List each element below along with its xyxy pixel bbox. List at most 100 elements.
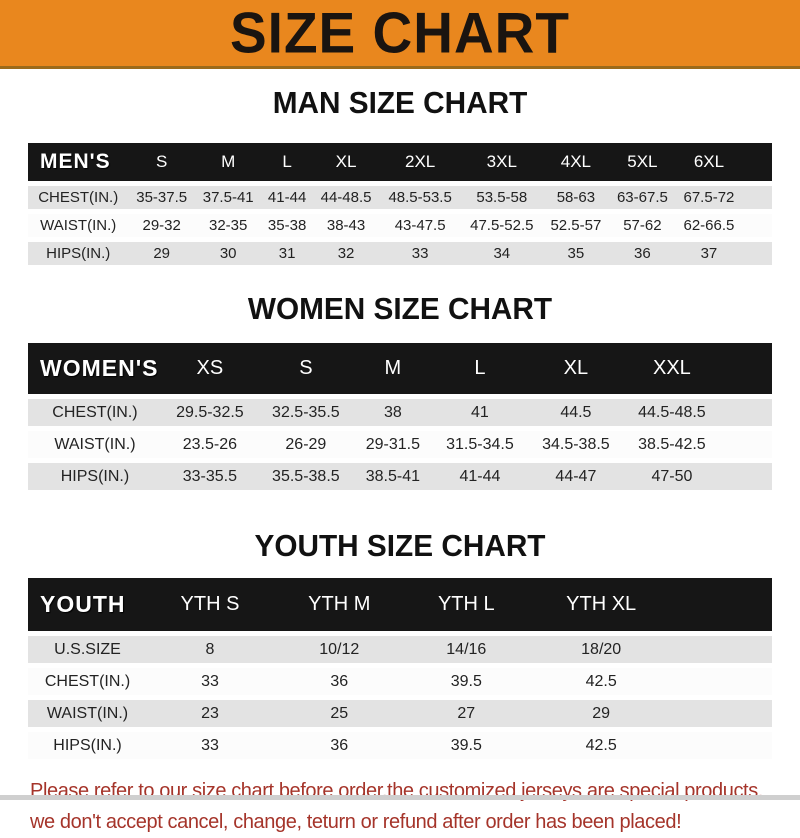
size-column-header: YTH S bbox=[147, 578, 273, 631]
size-value-cell: 42.5 bbox=[527, 663, 676, 695]
size-column-header: 5XL bbox=[609, 143, 676, 181]
table-row: WAIST(IN.) 23.5-26 26-29 29-31.5 31.5-34.5 34… bbox=[28, 426, 772, 458]
row-label: WAIST(IN.) bbox=[28, 695, 148, 727]
row-label: CHEST(IN.) bbox=[28, 663, 148, 695]
size-value-cell: 44.5 bbox=[527, 394, 624, 426]
size-value-cell: 35-37.5 bbox=[128, 181, 195, 209]
size-value-cell: 14/16 bbox=[405, 631, 528, 663]
size-value-cell: 35-38 bbox=[261, 209, 313, 237]
size-value-cell: 38.5-41 bbox=[353, 458, 432, 490]
size-value-cell: 41 bbox=[431, 394, 528, 426]
table-row: CHEST(IN.) 35-37.5 37.5-41 41-44 44-48.5 48.5… bbox=[28, 181, 772, 209]
size-value-cell: 37 bbox=[675, 237, 743, 265]
size-column-header: M bbox=[353, 343, 432, 394]
size-value-cell: 26-29 bbox=[257, 426, 354, 458]
size-value-cell: 10/12 bbox=[272, 631, 406, 663]
row-spacer bbox=[742, 181, 772, 209]
man-size-table: MEN'S S M L XL 2XL 3XL 4XL 5XL 6XL CHEST(IN.) 35-37… bbox=[28, 143, 772, 265]
table-row: HIPS(IN.) 29 30 31 32 33 34 35 36 37 bbox=[28, 237, 772, 265]
size-value-cell: 38-43 bbox=[312, 209, 380, 237]
size-value-cell: 47-50 bbox=[623, 458, 720, 490]
size-value-cell: 32 bbox=[312, 237, 380, 265]
disclaimer-line-1: Please refer to our size chart before or… bbox=[30, 780, 763, 802]
size-value-cell: 23 bbox=[147, 695, 273, 727]
header-spacer bbox=[742, 143, 772, 181]
size-column-header: XXL bbox=[623, 343, 720, 394]
disclaimer-line-2: we don't accept cancel, change, teturn o… bbox=[30, 811, 682, 833]
size-value-cell: 32.5-35.5 bbox=[257, 394, 354, 426]
row-label: CHEST(IN.) bbox=[28, 181, 129, 209]
row-spacer bbox=[742, 209, 772, 237]
women-size-table: WOMEN'S XS S M L XL XXL CHEST(IN.) 29.5-32.5 32.5… bbox=[28, 343, 772, 490]
table-row: U.S.SIZE 8 10/12 14/16 18/20 bbox=[28, 631, 772, 663]
size-value-cell: 29.5-32.5 bbox=[161, 394, 258, 426]
page-title: SIZE CHART bbox=[230, 0, 570, 65]
size-value-cell: 18/20 bbox=[527, 631, 676, 663]
size-column-header: 3XL bbox=[460, 143, 543, 181]
row-spacer bbox=[719, 426, 772, 458]
row-label: WAIST(IN.) bbox=[28, 426, 162, 458]
size-column-header: YTH L bbox=[405, 578, 528, 631]
size-value-cell: 33 bbox=[147, 727, 273, 759]
size-value-cell: 38 bbox=[353, 394, 432, 426]
size-value-cell: 63-67.5 bbox=[609, 181, 676, 209]
size-value-cell: 38.5-42.5 bbox=[623, 426, 720, 458]
size-column-header: S bbox=[128, 143, 195, 181]
size-column-header: YTH XL bbox=[527, 578, 676, 631]
size-column-header: XL bbox=[527, 343, 624, 394]
size-value-cell: 33-35.5 bbox=[161, 458, 258, 490]
size-value-cell: 41-44 bbox=[261, 181, 313, 209]
size-value-cell: 29-31.5 bbox=[353, 426, 432, 458]
size-value-cell: 39.5 bbox=[405, 727, 528, 759]
size-value-cell: 33 bbox=[379, 237, 461, 265]
row-label: HIPS(IN.) bbox=[28, 727, 148, 759]
table-row: HIPS(IN.) 33 36 39.5 42.5 bbox=[28, 727, 772, 759]
size-chart-banner: SIZE CHART bbox=[0, 0, 800, 69]
row-label: WAIST(IN.) bbox=[28, 209, 129, 237]
size-value-cell: 39.5 bbox=[405, 663, 528, 695]
size-value-cell: 57-62 bbox=[609, 209, 676, 237]
table-row: CHEST(IN.) 29.5-32.5 32.5-35.5 38 41 44.5 44.5… bbox=[28, 394, 772, 426]
table-row: WAIST(IN.) 23 25 27 29 bbox=[28, 695, 772, 727]
youth-size-table: YOUTH YTH S YTH M YTH L YTH XL U.S.SIZE 8 10/12… bbox=[28, 578, 772, 759]
size-column-header: XS bbox=[161, 343, 258, 394]
row-label: CHEST(IN.) bbox=[28, 394, 162, 426]
header-row: YOUTH YTH S YTH M YTH L YTH XL bbox=[28, 578, 772, 631]
size-value-cell: 44.5-48.5 bbox=[623, 394, 720, 426]
size-value-cell: 47.5-52.5 bbox=[460, 209, 543, 237]
row-spacer bbox=[719, 458, 772, 490]
size-value-cell: 33 bbox=[147, 663, 273, 695]
size-column-header: L bbox=[431, 343, 528, 394]
table-corner-label: WOMEN'S bbox=[28, 343, 162, 394]
size-value-cell: 37.5-41 bbox=[194, 181, 262, 209]
size-column-header: XL bbox=[312, 143, 380, 181]
size-value-cell: 36 bbox=[272, 727, 406, 759]
size-value-cell: 48.5-53.5 bbox=[379, 181, 461, 209]
table-row: CHEST(IN.) 33 36 39.5 42.5 bbox=[28, 663, 772, 695]
size-column-header: M bbox=[194, 143, 262, 181]
size-column-header: 4XL bbox=[542, 143, 610, 181]
disclaimer-note: Please refer to our size chart before or… bbox=[30, 776, 800, 838]
size-value-cell: 32-35 bbox=[194, 209, 262, 237]
header-row: WOMEN'S XS S M L XL XXL bbox=[28, 343, 772, 394]
size-value-cell: 23.5-26 bbox=[161, 426, 258, 458]
row-spacer bbox=[742, 237, 772, 265]
size-value-cell: 36 bbox=[609, 237, 676, 265]
size-value-cell: 25 bbox=[272, 695, 406, 727]
table-corner-label: YOUTH bbox=[28, 578, 148, 631]
row-spacer bbox=[675, 695, 772, 727]
size-value-cell: 29-32 bbox=[128, 209, 195, 237]
youth-section-heading: YOUTH SIZE CHART bbox=[254, 528, 546, 563]
size-value-cell: 30 bbox=[194, 237, 262, 265]
row-spacer bbox=[675, 663, 772, 695]
header-spacer bbox=[719, 343, 772, 394]
youth-table-container: YOUTH YTH S YTH M YTH L YTH XL U.S.SIZE 8 10/12… bbox=[28, 578, 772, 759]
row-spacer bbox=[675, 631, 772, 663]
table-corner-label: MEN'S bbox=[28, 143, 129, 181]
row-label: HIPS(IN.) bbox=[28, 458, 162, 490]
women-section-heading: WOMEN SIZE CHART bbox=[247, 291, 553, 326]
size-value-cell: 67.5-72 bbox=[675, 181, 743, 209]
bottom-edge-strip bbox=[0, 795, 800, 800]
size-column-header: L bbox=[261, 143, 313, 181]
size-value-cell: 52.5-57 bbox=[542, 209, 610, 237]
